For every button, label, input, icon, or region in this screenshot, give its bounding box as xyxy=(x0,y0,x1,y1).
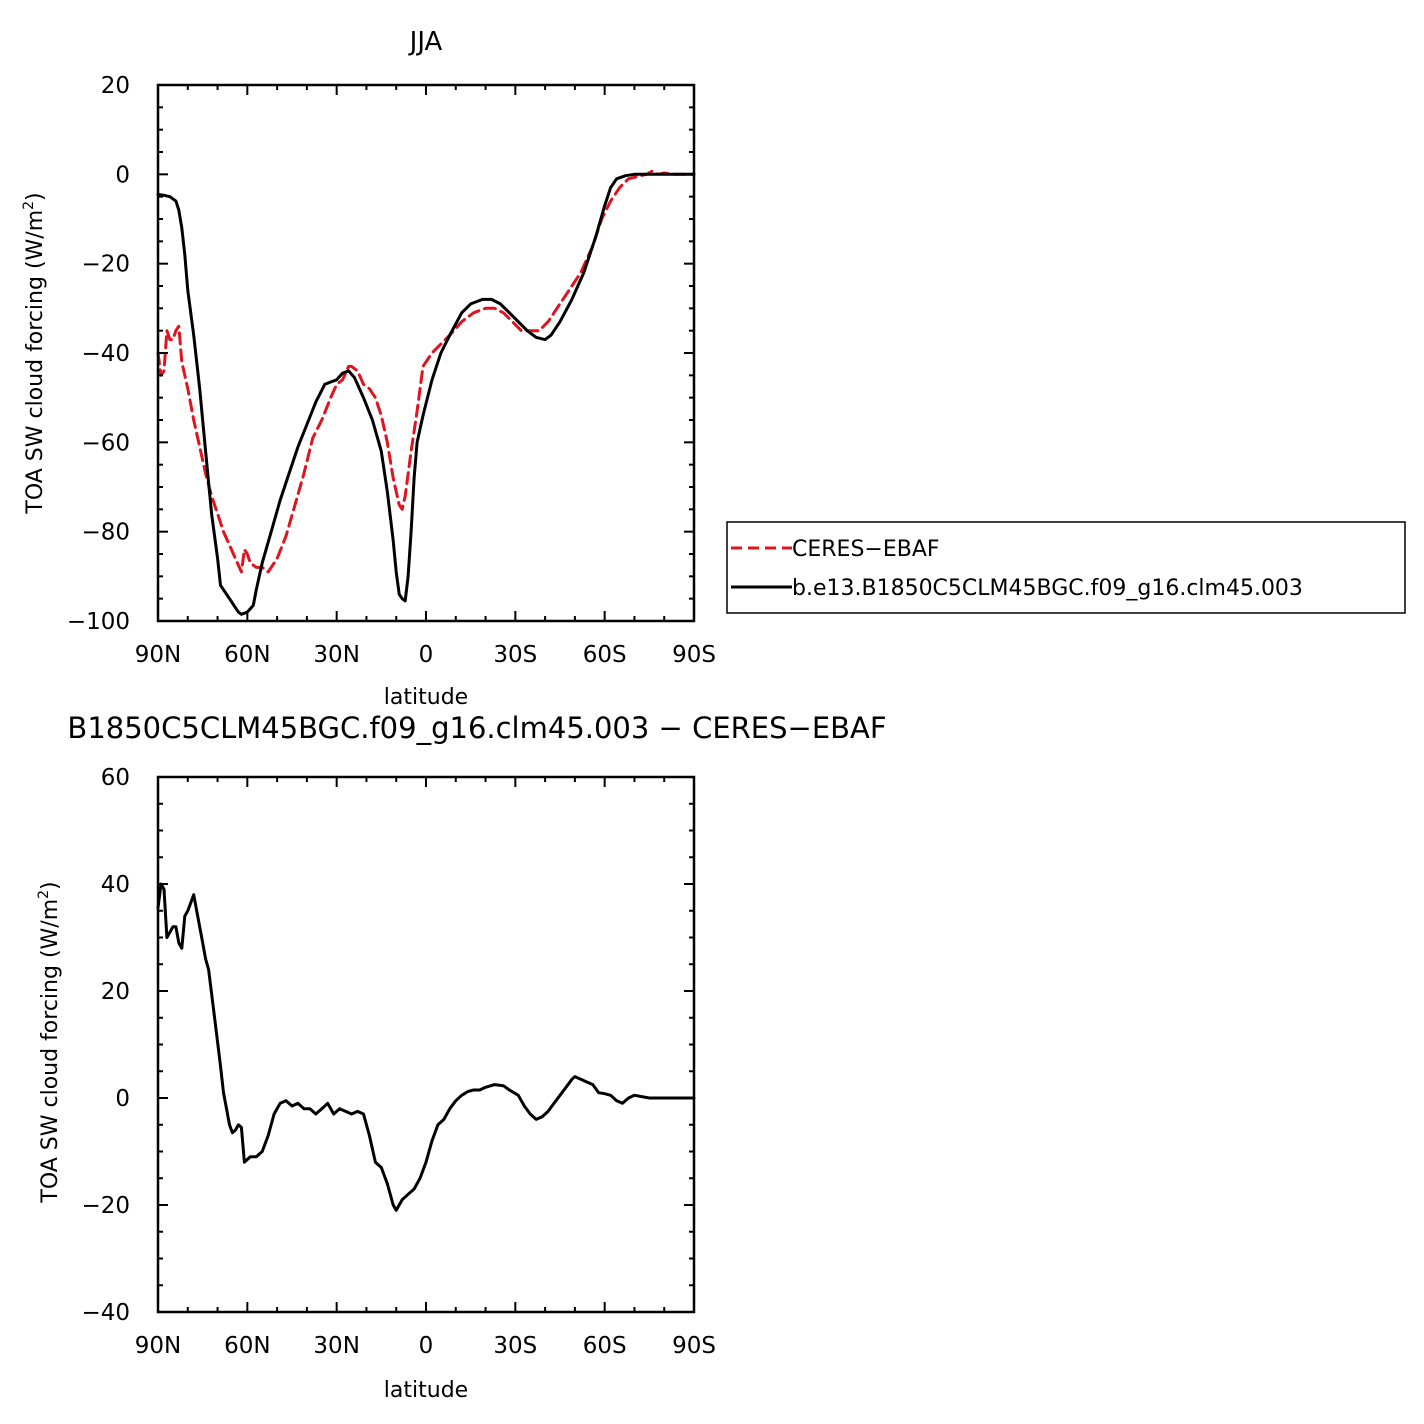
x-tick-label: 60S xyxy=(583,1333,627,1359)
top-series-lines xyxy=(156,169,696,616)
y-tick-label: −80 xyxy=(81,520,130,546)
x-tick-label: 60N xyxy=(224,642,270,668)
legend-label-model: b.e13.B1850C5CLM45BGC.f09_g16.clm45.003 xyxy=(792,576,1303,601)
y-tick-label: 20 xyxy=(101,73,130,99)
x-tick-label: 60S xyxy=(583,642,627,668)
bottom-y-tick-labels: 60 40 20 0 −20 −40 xyxy=(81,765,130,1326)
y-tick-label: −60 xyxy=(81,430,130,456)
top-x-tick-labels: 90N 60N 30N 0 30S 60S 90S xyxy=(135,642,716,668)
y-tick-label: −20 xyxy=(81,1193,130,1219)
y-tick-label: −100 xyxy=(67,609,130,635)
top-axis-ticks xyxy=(157,84,695,622)
y-tick-label: −20 xyxy=(81,252,130,278)
top-panel: JJA 90N 60N 30N 0 30S 60S 90S 20 0 −20 −40 −60 −80 −… xyxy=(21,27,716,710)
bottom-x-tick-labels: 90N 60N 30N 0 30S 60S 90S xyxy=(135,1333,716,1359)
top-series-line-0 xyxy=(156,169,696,574)
y-tick-label: 0 xyxy=(115,162,130,188)
bottom-series-lines xyxy=(156,882,696,1212)
x-tick-label: 30N xyxy=(313,642,359,668)
bottom-plot-frame xyxy=(156,775,696,1314)
y-tick-label: −40 xyxy=(81,1300,130,1326)
top-series-line-1 xyxy=(156,172,696,616)
y-tick-label: 0 xyxy=(115,1086,130,1112)
bottom-x-axis-label: latitude xyxy=(384,1378,468,1403)
top-plot-frame xyxy=(156,83,696,623)
top-x-axis-label: latitude xyxy=(384,685,468,710)
y-tick-label: 20 xyxy=(101,979,130,1005)
bot-series-line-0 xyxy=(156,882,696,1212)
legend: CERES−EBAF b.e13.B1850C5CLM45BGC.f09_g16… xyxy=(726,521,1406,614)
x-tick-label: 90S xyxy=(672,1333,716,1359)
x-tick-label: 90N xyxy=(135,1333,181,1359)
y-tick-label: 60 xyxy=(101,765,130,791)
y-tick-label: 40 xyxy=(101,872,130,898)
top-y-tick-labels: 20 0 −20 −40 −60 −80 −100 xyxy=(67,73,130,635)
x-tick-label: 90S xyxy=(672,642,716,668)
top-chart-title: JJA xyxy=(408,27,443,57)
x-tick-label: 60N xyxy=(224,1333,270,1359)
y-tick-label: −40 xyxy=(81,341,130,367)
bottom-chart-title: B1850C5CLM45BGC.f09_g16.clm45.003 − CERE… xyxy=(67,711,886,745)
x-tick-label: 90N xyxy=(135,642,181,668)
x-tick-label: 30S xyxy=(493,1333,537,1359)
legend-box xyxy=(726,521,1406,614)
x-tick-label: 0 xyxy=(419,1333,434,1359)
x-tick-label: 30N xyxy=(313,1333,359,1359)
bottom-panel: B1850C5CLM45BGC.f09_g16.clm45.003 − CERE… xyxy=(36,711,887,1403)
x-tick-label: 30S xyxy=(493,642,537,668)
bottom-y-axis-label: TOA SW cloud forcing (W/m2) xyxy=(36,881,63,1203)
x-tick-label: 0 xyxy=(419,642,434,668)
bottom-axis-ticks xyxy=(157,776,695,1313)
top-y-axis-label: TOA SW cloud forcing (W/m2) xyxy=(21,192,48,514)
legend-label-ceres: CERES−EBAF xyxy=(792,537,940,562)
